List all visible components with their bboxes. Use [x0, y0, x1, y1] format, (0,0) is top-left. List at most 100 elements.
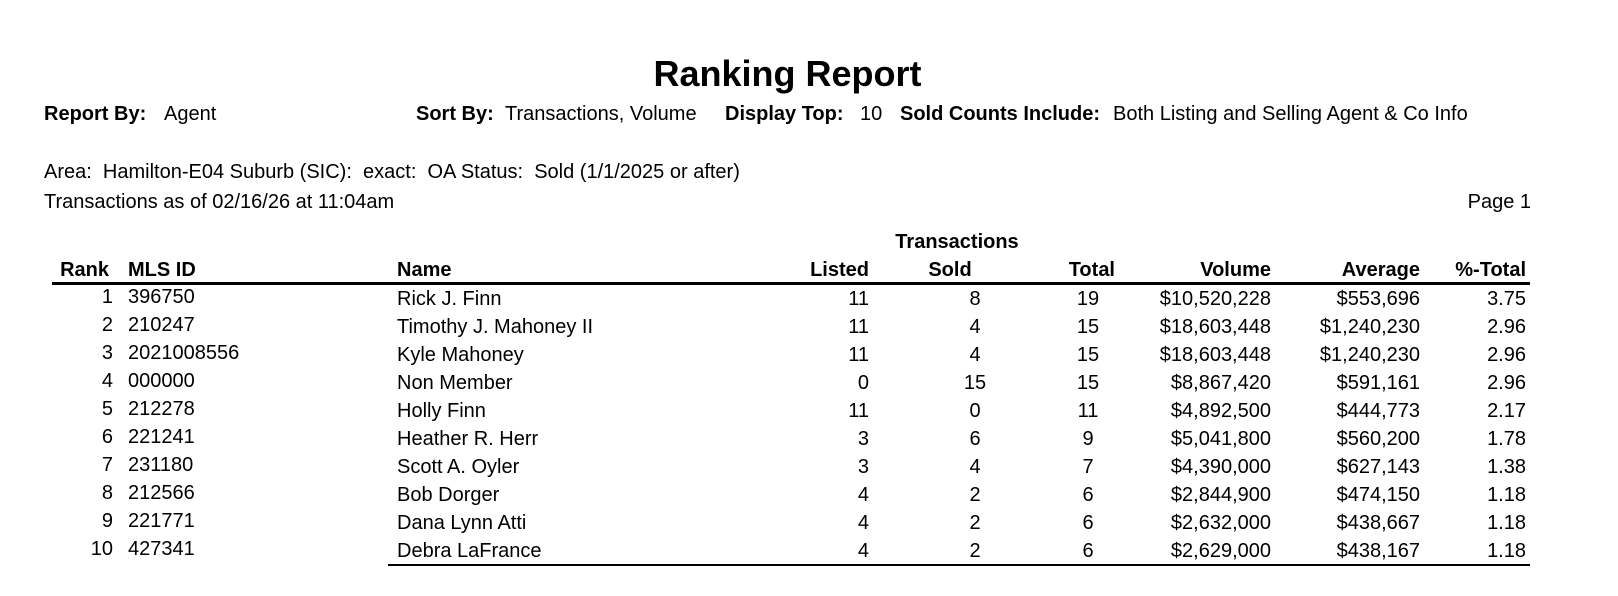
- average: $1,240,230: [1319, 344, 1420, 366]
- rank: 5: [101, 398, 113, 420]
- average: $438,667: [1336, 512, 1420, 534]
- sold: 0: [969, 400, 981, 422]
- agent-name: Holly Finn: [397, 400, 486, 422]
- mls-id: 221771: [128, 510, 195, 532]
- label: Display Top:: [725, 103, 844, 125]
- column-header: Volume: [1200, 259, 1271, 281]
- value: Transactions, Volume: [505, 103, 697, 125]
- average: $560,200: [1336, 428, 1420, 450]
- agent-name: Kyle Mahoney: [397, 344, 524, 366]
- total: 7: [1082, 456, 1094, 478]
- listed: 11: [848, 316, 869, 338]
- column-header: Sold: [928, 259, 972, 281]
- sold: 4: [969, 344, 981, 366]
- agent-name: Bob Dorger: [397, 484, 500, 506]
- page-number: Page 1: [1467, 191, 1531, 213]
- total: 19: [1076, 288, 1100, 310]
- sold: 2: [969, 540, 981, 562]
- listed: 11: [848, 288, 869, 310]
- listed: 4: [857, 512, 869, 534]
- label: Sort By:: [416, 103, 494, 125]
- pct-total: 1.38: [1487, 456, 1526, 478]
- mls-id: 212278: [128, 398, 195, 420]
- sold: 8: [969, 288, 981, 310]
- rank: 2: [101, 314, 113, 336]
- average: $444,773: [1336, 400, 1420, 422]
- agent-name: Timothy J. Mahoney II: [397, 316, 593, 338]
- sold: 6: [969, 428, 981, 450]
- listed: 0: [857, 372, 869, 394]
- listed: 11: [848, 344, 869, 366]
- volume: $5,041,800: [1170, 428, 1271, 450]
- header-rule: [52, 282, 1530, 285]
- column-header: Rank: [60, 259, 109, 281]
- pct-total: 2.96: [1487, 316, 1526, 338]
- mls-id: 427341: [128, 538, 195, 560]
- listed: 4: [857, 540, 869, 562]
- rank: 4: [101, 370, 113, 392]
- listed: 3: [857, 428, 869, 450]
- column-header: Average: [1341, 259, 1420, 281]
- pct-total: 1.18: [1487, 540, 1526, 562]
- agent-name: Scott A. Oyler: [397, 456, 520, 478]
- mls-id: 212566: [128, 482, 195, 504]
- agent-name: Heather R. Herr: [397, 428, 539, 450]
- column-header: Listed: [810, 259, 869, 281]
- sold: 4: [969, 316, 981, 338]
- pct-total: 2.17: [1487, 400, 1526, 422]
- agent-name: Dana Lynn Atti: [397, 512, 527, 534]
- group-header: Transactions: [895, 231, 1019, 253]
- volume: $4,892,500: [1170, 400, 1271, 422]
- sold: 4: [969, 456, 981, 478]
- volume: $2,844,900: [1170, 484, 1271, 506]
- agent-name: Non Member: [397, 372, 513, 394]
- mls-id: 000000: [128, 370, 195, 392]
- value: Agent: [164, 103, 217, 125]
- mls-id: 2021008556: [128, 342, 240, 364]
- rank: 10: [90, 538, 113, 560]
- as-of: Transactions as of 02/16/26 at 11:04am: [44, 191, 395, 213]
- footer-rule: [388, 564, 1530, 566]
- total: 9: [1082, 428, 1094, 450]
- average: $438,167: [1336, 540, 1420, 562]
- average: $627,143: [1336, 456, 1420, 478]
- label: Report By:: [44, 103, 147, 125]
- pct-total: 1.78: [1487, 428, 1526, 450]
- average: $591,161: [1336, 372, 1420, 394]
- listed: 4: [857, 484, 869, 506]
- agent-name: Debra LaFrance: [397, 540, 542, 562]
- value: Both Listing and Selling Agent & Co Info: [1113, 103, 1468, 125]
- pct-total: 1.18: [1487, 512, 1526, 534]
- average: $1,240,230: [1319, 316, 1420, 338]
- value: 10: [860, 103, 883, 125]
- total: 6: [1082, 540, 1094, 562]
- rank: 3: [101, 342, 113, 364]
- rank: 7: [101, 454, 113, 476]
- rank: 1: [101, 286, 113, 308]
- area-filter: Area: Hamilton-E04 Suburb (SIC): exact: …: [44, 161, 740, 183]
- pct-total: 2.96: [1487, 372, 1526, 394]
- pct-total: 1.18: [1487, 484, 1526, 506]
- total: 15: [1076, 344, 1100, 366]
- column-header: Total: [1068, 259, 1115, 281]
- mls-id: 210247: [128, 314, 195, 336]
- average: $553,696: [1336, 288, 1420, 310]
- volume: $10,520,228: [1159, 288, 1271, 310]
- total: 11: [1077, 400, 1099, 422]
- column-header: Name: [397, 259, 452, 281]
- sold: 15: [963, 372, 987, 394]
- rank: 6: [101, 426, 113, 448]
- volume: $4,390,000: [1170, 456, 1271, 478]
- volume: $18,603,448: [1159, 344, 1271, 366]
- pct-total: 3.75: [1487, 288, 1526, 310]
- total: 6: [1082, 484, 1094, 506]
- rank: 8: [101, 482, 113, 504]
- total: 15: [1076, 372, 1100, 394]
- agent-name: Rick J. Finn: [397, 288, 502, 310]
- volume: $18,603,448: [1159, 316, 1271, 338]
- average: $474,150: [1336, 484, 1420, 506]
- total: 15: [1076, 316, 1100, 338]
- sold: 2: [969, 484, 981, 506]
- rank: 9: [101, 510, 113, 532]
